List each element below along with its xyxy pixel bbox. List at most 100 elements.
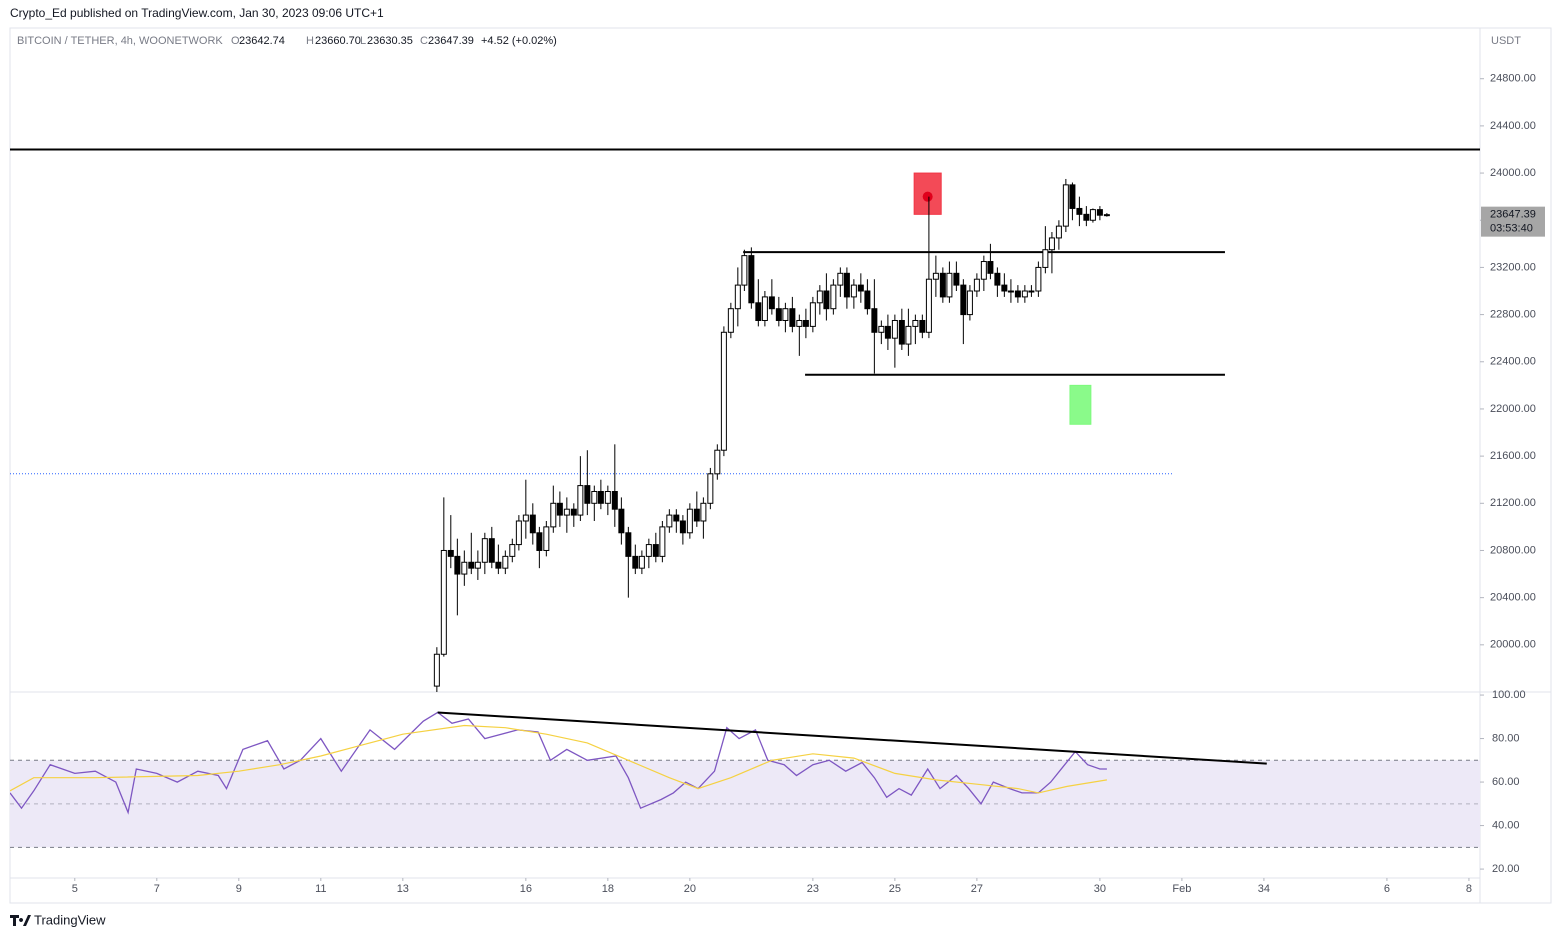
candle-body: [953, 272, 960, 286]
rsi-pane: [10, 711, 1480, 848]
date-tick-label: 27: [971, 883, 983, 895]
candle-body: [679, 520, 686, 534]
candle-body: [570, 508, 577, 516]
candle-body: [864, 290, 871, 310]
candle-body: [632, 555, 639, 569]
candle-body: [515, 520, 522, 546]
candle-body: [454, 555, 461, 575]
rsi-tick-label: 40.00: [1492, 819, 1520, 831]
candle-body: [1021, 290, 1028, 298]
price-tick-label: 21200.00: [1490, 497, 1536, 509]
candle-body: [611, 491, 618, 510]
candle-body: [597, 491, 604, 504]
ohlc-value: 23630.35: [367, 35, 413, 47]
candle-body: [925, 278, 932, 333]
date-tick-label: 9: [236, 883, 242, 895]
candle-body: [625, 532, 632, 557]
candle-body: [1048, 237, 1055, 251]
candle-body: [1069, 184, 1076, 209]
date-tick-label: 20: [684, 883, 696, 895]
ohlc-letter: H: [306, 35, 314, 47]
candle-body: [946, 272, 953, 298]
candle-body: [741, 255, 748, 286]
candle-body: [761, 296, 768, 321]
date-tick-label: 5: [72, 883, 78, 895]
date-tick-label: 7: [154, 883, 160, 895]
candle-body: [673, 514, 680, 522]
candle-body: [543, 526, 550, 551]
candle-body: [884, 325, 891, 339]
candle-body: [932, 272, 939, 280]
candle-body: [440, 549, 447, 655]
ohlc-letter: C: [420, 35, 428, 47]
candle-body: [481, 538, 488, 563]
candle-body: [878, 325, 885, 333]
last-price-label: 23647.39: [1490, 209, 1536, 221]
price-tick-label: 21600.00: [1490, 450, 1536, 462]
candle-body: [488, 538, 495, 563]
candle-body: [720, 331, 727, 451]
logo-icon: [10, 915, 31, 926]
rsi-tick-label: 80.00: [1492, 732, 1520, 744]
candle-body: [461, 561, 468, 575]
candle-body: [871, 308, 878, 333]
last-price-tag: [1481, 206, 1545, 237]
candle-body: [857, 284, 864, 292]
candle-body: [782, 308, 789, 321]
candle-body: [966, 290, 973, 316]
candle-body: [604, 491, 611, 504]
candle-body: [748, 255, 755, 304]
date-tick-label: 23: [807, 883, 819, 895]
candle-body: [850, 284, 857, 298]
candle-body: [522, 514, 529, 522]
candle-body: [837, 272, 844, 286]
candle-body: [474, 561, 481, 569]
candle-body: [939, 272, 946, 298]
candle-body: [666, 514, 673, 528]
marker-box: [1069, 384, 1092, 425]
candle-body: [495, 561, 502, 569]
candle-body: [433, 653, 440, 687]
price-tick-label: 20400.00: [1490, 592, 1536, 604]
candle-body: [700, 502, 707, 522]
candle-body: [1083, 213, 1090, 221]
candle-body: [1035, 266, 1042, 292]
candle-body: [536, 532, 543, 551]
ohlc-letter: L: [360, 35, 366, 47]
price-tick-label: 22000.00: [1490, 403, 1536, 415]
price-tick-label: 24000.00: [1490, 167, 1536, 179]
candle-body: [1062, 184, 1069, 227]
candle-body: [1103, 214, 1110, 217]
candle-body: [987, 261, 994, 274]
candle-body: [960, 284, 967, 316]
rsi-line: [10, 711, 1107, 815]
date-tick-label: 25: [889, 883, 901, 895]
candle-body: [447, 549, 454, 557]
candle-body: [645, 544, 652, 557]
rsi-tick-label: 100.00: [1492, 689, 1526, 701]
candle-body: [529, 514, 536, 534]
brand-name: TradingView: [34, 912, 106, 927]
currency-label: USDT: [1491, 35, 1521, 47]
date-tick-label: 6: [1384, 883, 1390, 895]
price-tick-label: 22400.00: [1490, 356, 1536, 368]
candle-body: [796, 319, 803, 327]
candle-body: [1001, 284, 1008, 292]
candle-body: [919, 319, 926, 333]
candle-body: [891, 319, 898, 339]
candle-body: [755, 302, 762, 321]
candle-body: [1007, 290, 1014, 293]
candle-body: [714, 449, 721, 475]
candle-body: [577, 485, 584, 516]
price-tick-label: 20800.00: [1490, 544, 1536, 556]
candle-body: [1096, 209, 1103, 216]
price-tick-label: 20000.00: [1490, 639, 1536, 651]
candle-body: [618, 508, 625, 534]
date-tick-label: 8: [1466, 883, 1472, 895]
candle-body: [1028, 290, 1035, 293]
ohlc-value: 23642.74: [239, 35, 285, 47]
ohlc-value: 23647.39: [428, 35, 474, 47]
candle-body: [659, 526, 666, 557]
candle-body: [809, 302, 816, 327]
